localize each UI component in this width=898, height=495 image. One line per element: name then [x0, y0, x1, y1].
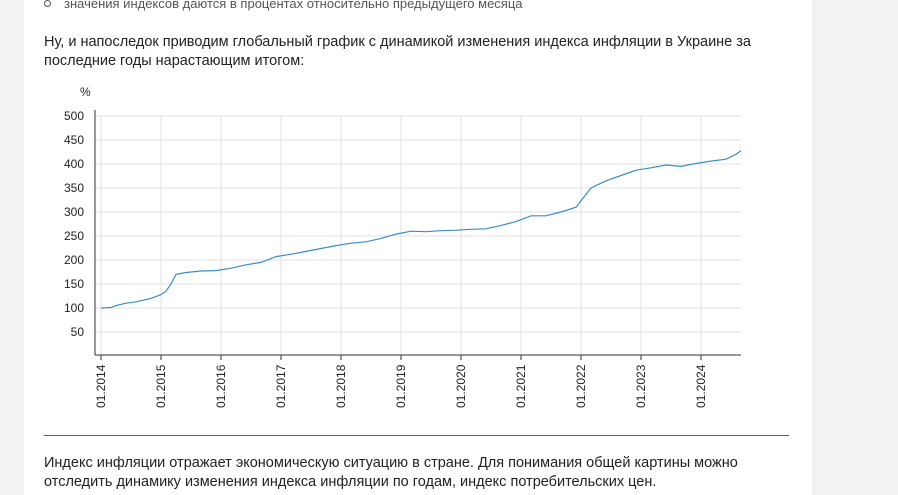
y-axis-label: % — [80, 85, 91, 99]
x-tick-label: 01.2018 — [334, 364, 348, 408]
y-tick-label: 100 — [64, 301, 84, 315]
x-tick-labels: 01.2014 01.2015 01.2016 01.2017 01.2018 01.20… — [94, 364, 708, 408]
x-tick-label: 01.2022 — [574, 364, 588, 408]
x-tick-label: 01.2015 — [154, 364, 168, 408]
chart-grid — [95, 115, 741, 355]
x-tick-label: 01.2019 — [394, 364, 408, 408]
x-tick-label: 01.2021 — [514, 364, 528, 408]
x-tick-label: 01.2024 — [694, 364, 708, 408]
x-tick-label: 01.2023 — [634, 364, 648, 408]
x-tick-label: 01.2017 — [274, 364, 288, 408]
x-tick-label: 01.2016 — [214, 364, 228, 408]
y-tick-label: 500 — [64, 109, 84, 123]
section-divider — [44, 435, 789, 436]
list-item-text: значения индексов даются в процентах отн… — [64, 0, 523, 11]
article-body — [24, 0, 812, 495]
y-tick-label: 200 — [64, 253, 84, 267]
y-tick-label: 150 — [64, 277, 84, 291]
circle-bullet-icon — [44, 0, 51, 7]
y-tick-label: 400 — [64, 157, 84, 171]
y-tick-label: 450 — [64, 133, 84, 147]
list-item: значения индексов даются в процентах отн… — [42, 0, 523, 12]
y-tick-label: 350 — [64, 181, 84, 195]
x-tick-label: 01.2020 — [454, 364, 468, 408]
x-tick-label: 01.2014 — [94, 364, 108, 408]
intro-paragraph: Ну, и напоследок приводим глобальный гра… — [44, 34, 751, 69]
y-tick-label: 250 — [64, 229, 84, 243]
series-line — [100, 150, 742, 309]
y-tick-label: 50 — [71, 325, 85, 339]
y-tick-labels: 50 100 150 200 250 300 350 400 450 500 — [64, 109, 84, 339]
y-tick-label: 300 — [64, 205, 84, 219]
chart-axes — [94, 110, 741, 360]
outro-paragraph: Индекс инфляции отражает экономическую с… — [44, 455, 738, 490]
